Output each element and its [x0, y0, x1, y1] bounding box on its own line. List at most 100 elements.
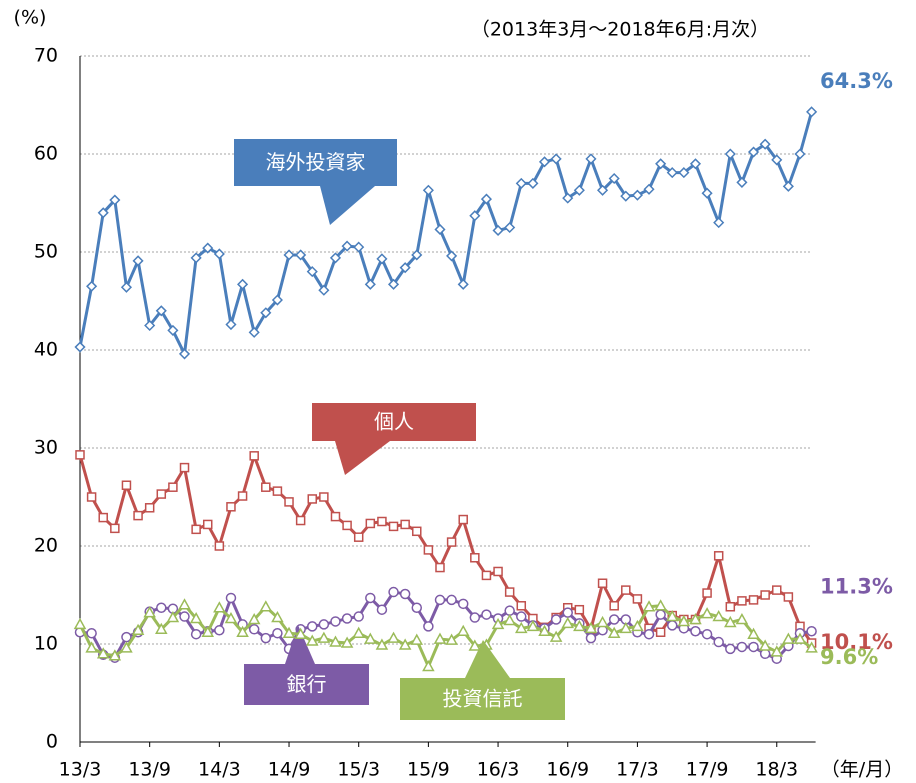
point — [411, 249, 423, 261]
point — [365, 592, 376, 604]
point — [411, 602, 423, 613]
point — [98, 512, 108, 523]
x-tick-label: 16/9 — [546, 759, 589, 781]
point — [422, 659, 435, 672]
point — [330, 616, 341, 627]
point — [236, 625, 249, 637]
point — [573, 184, 585, 196]
point — [110, 523, 120, 534]
x-tick-label: 14/3 — [198, 759, 241, 781]
point — [724, 148, 736, 160]
point — [666, 167, 678, 179]
x-tick-label: 16/3 — [477, 759, 520, 781]
point — [237, 491, 248, 501]
point — [631, 619, 644, 632]
x-tick-label: 17/3 — [616, 759, 659, 781]
point — [353, 241, 365, 253]
point — [410, 633, 424, 645]
point — [178, 348, 191, 360]
point — [353, 611, 364, 622]
point — [249, 451, 259, 461]
point — [435, 562, 445, 573]
value-label: 10.1% — [820, 630, 893, 654]
point — [526, 619, 540, 632]
point — [562, 192, 574, 204]
point — [701, 187, 713, 199]
x-tick-label: 13/3 — [59, 759, 102, 781]
point — [561, 616, 575, 629]
series-line — [79, 590, 812, 661]
point — [747, 146, 760, 158]
point — [168, 482, 178, 492]
point — [260, 307, 272, 319]
point — [690, 626, 701, 637]
point — [469, 210, 481, 222]
point — [423, 545, 434, 555]
point — [794, 148, 806, 160]
point — [213, 601, 226, 613]
point — [109, 194, 121, 206]
point — [574, 604, 585, 615]
point — [121, 480, 132, 490]
point — [342, 520, 352, 531]
point — [341, 240, 353, 252]
point — [747, 627, 760, 639]
point — [758, 639, 772, 651]
point — [272, 486, 283, 496]
callout-box — [234, 139, 397, 186]
point — [329, 252, 342, 264]
point — [806, 626, 817, 637]
point — [549, 630, 563, 642]
point — [596, 615, 609, 628]
point — [86, 280, 98, 292]
point — [493, 566, 503, 577]
point — [433, 632, 447, 644]
point — [527, 177, 539, 189]
point — [190, 628, 202, 640]
y-tick-label: 30 — [34, 437, 58, 459]
point — [283, 249, 295, 261]
point — [319, 492, 329, 502]
point — [120, 281, 133, 293]
point — [167, 324, 179, 336]
point — [131, 623, 145, 636]
point — [388, 521, 399, 532]
x-tick-label: 17/9 — [686, 759, 729, 781]
point — [179, 611, 190, 622]
point — [86, 492, 97, 502]
point — [121, 631, 132, 643]
point — [504, 605, 515, 616]
point — [398, 638, 412, 650]
x-tick-label: 15/3 — [337, 759, 380, 781]
point — [434, 223, 446, 236]
point — [307, 494, 318, 504]
point — [491, 617, 505, 630]
point — [724, 615, 737, 628]
point — [86, 627, 97, 639]
point — [736, 641, 748, 653]
point — [178, 598, 191, 610]
point — [295, 515, 306, 526]
point — [481, 570, 492, 581]
point — [214, 625, 225, 636]
point — [771, 154, 783, 166]
point — [469, 612, 481, 623]
x-tick-label: 13/9 — [128, 759, 171, 781]
point — [226, 502, 236, 512]
point — [712, 610, 725, 622]
point — [305, 634, 319, 646]
point — [702, 588, 712, 598]
point — [317, 631, 331, 643]
point — [400, 519, 410, 530]
point — [597, 184, 609, 196]
point — [446, 537, 457, 547]
point — [573, 619, 586, 632]
point — [585, 153, 597, 165]
point — [748, 595, 759, 605]
point — [456, 624, 470, 637]
point — [120, 641, 133, 653]
point — [725, 643, 736, 655]
point — [364, 632, 377, 644]
point — [805, 641, 818, 653]
point — [632, 594, 643, 604]
